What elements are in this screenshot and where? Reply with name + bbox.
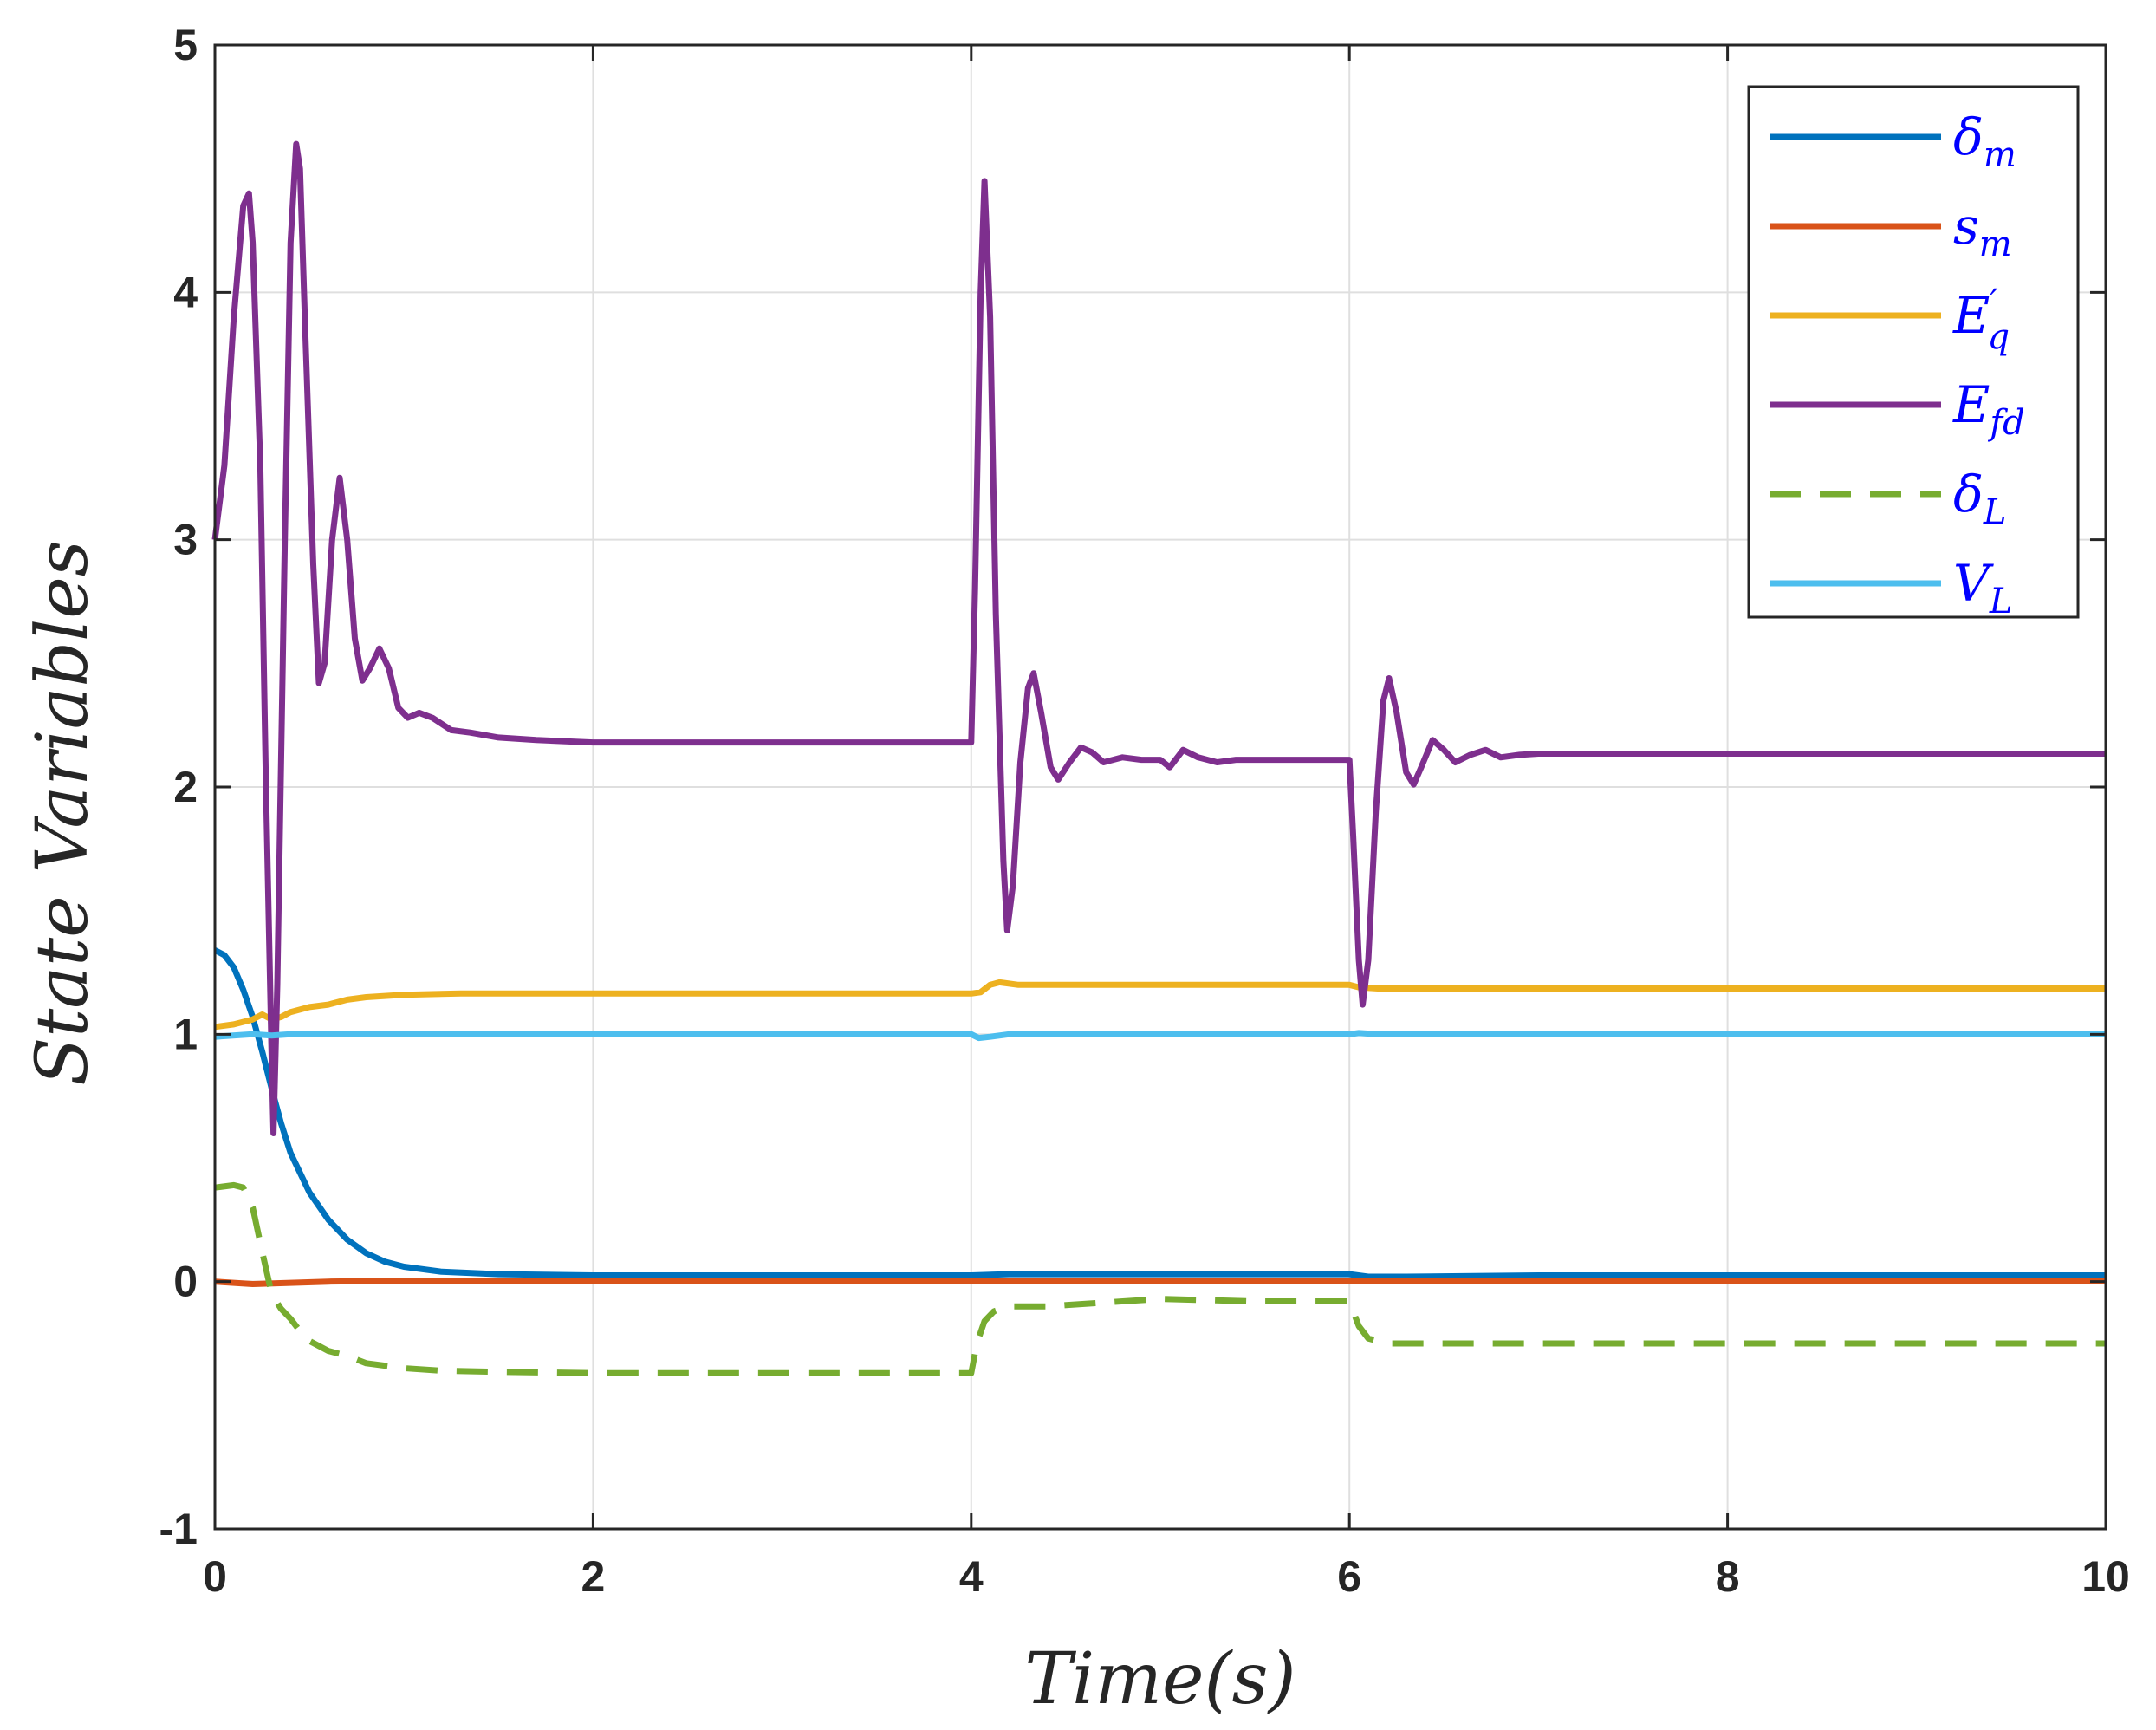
series-line-δm: [213, 947, 2106, 1280]
y-tick-label: 5: [173, 21, 198, 69]
series-line-δL: [214, 1181, 2106, 1376]
y-tick-label: 0: [173, 1258, 198, 1306]
y-tick-label: 2: [173, 763, 198, 811]
series-line-Efd: [211, 140, 2106, 1136]
x-tick-label: 8: [1716, 1552, 1740, 1601]
x-tick-label: 2: [581, 1552, 605, 1601]
y-axis-label: State Variables: [22, 540, 104, 1086]
x-tick-label: 6: [1337, 1552, 1361, 1601]
y-tick-label: 3: [173, 516, 198, 564]
series-line-sm: [214, 1278, 2106, 1287]
series-line-VL: [214, 1030, 2106, 1042]
legend-label: sm: [1953, 197, 2012, 264]
y-tick-label: 1: [173, 1010, 198, 1058]
series-layer: [211, 140, 2106, 1376]
y-tick-label: -1: [159, 1505, 198, 1553]
x-tick-label: 0: [203, 1552, 227, 1601]
x-tick-label: 4: [959, 1552, 984, 1601]
axes: [213, 43, 2107, 1531]
legend-box: [1747, 85, 2080, 619]
y-tick-label: 4: [173, 268, 198, 316]
x-tick-label: 10: [2081, 1552, 2130, 1601]
x-axis-label: Time(s): [1024, 1638, 1296, 1720]
